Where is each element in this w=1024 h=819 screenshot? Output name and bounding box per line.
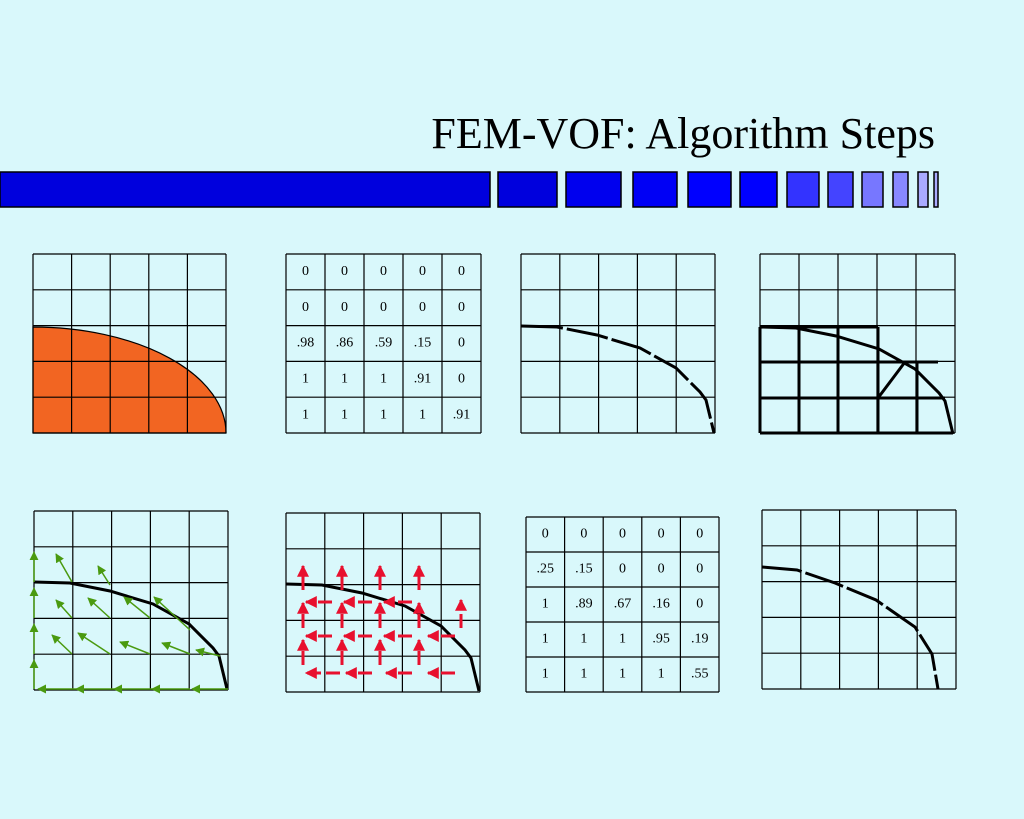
velocity-arrow [195, 647, 221, 657]
table-cell: .91 [453, 407, 471, 422]
table-cell: 1 [580, 667, 587, 682]
grid [520, 253, 716, 434]
table-cell: 1 [302, 372, 309, 387]
table-cell: 0 [658, 562, 665, 577]
table-cell: 1 [542, 597, 549, 612]
diagrams: 0 0 0 0 0 0 0 0 0 0 .98 .86 .59 .15 0 1 1 1 .91 0 1 1 1 1 .91 0 0 0… [29, 253, 957, 694]
table-cell: 0 [458, 300, 465, 315]
velocity-arrow [153, 596, 191, 631]
table-cell: .19 [691, 632, 709, 647]
table-cell: 0 [580, 527, 587, 542]
table-cell: 0 [419, 264, 426, 279]
gradient-arrows [297, 564, 467, 679]
table-cell: 0 [458, 372, 465, 387]
table-cell: .55 [691, 667, 709, 682]
table-cell: 0 [341, 300, 348, 315]
velocity-arrow [123, 596, 151, 619]
table-cell: .91 [414, 372, 432, 387]
table-cell: 0 [302, 300, 309, 315]
interface-line [520, 324, 716, 434]
grid [32, 253, 227, 434]
velocity-arrows [29, 551, 228, 694]
table-cell: 0 [458, 336, 465, 351]
bar-block [632, 171, 678, 208]
grid [285, 253, 482, 434]
table-cell: 0 [542, 527, 549, 542]
title-bar [0, 171, 939, 208]
bar-block [565, 171, 622, 208]
table-cell: 1 [619, 667, 626, 682]
table-cell: 0 [419, 300, 426, 315]
interface-line [759, 325, 955, 435]
bar-block [933, 171, 939, 208]
slide-title: FEM-VOF: Algorithm Steps [431, 109, 935, 158]
table-cell: 1 [380, 407, 387, 422]
table-cell: 1 [619, 632, 626, 647]
velocity-arrow [55, 599, 73, 619]
velocity-arrow [51, 634, 73, 655]
table-cell: 0 [619, 527, 626, 542]
bold-cells [758, 325, 953, 435]
velocity-arrow [161, 641, 191, 655]
table-cell: 0 [380, 300, 387, 315]
bar-block [786, 171, 820, 208]
grid [525, 516, 720, 693]
bar-block [917, 171, 929, 208]
velocity-arrow [77, 632, 111, 655]
bar-block [861, 171, 884, 208]
table-cell: .16 [652, 597, 670, 612]
interface-line [285, 582, 481, 692]
table-cell: 1 [341, 372, 348, 387]
table-cell: 0 [302, 264, 309, 279]
table-cell: .15 [414, 336, 432, 351]
table-cell: 1 [380, 372, 387, 387]
table-cell: 1 [302, 407, 309, 422]
velocity-arrow [119, 640, 151, 655]
table-cell: 1 [341, 407, 348, 422]
interface-line [761, 565, 940, 690]
table-cell: 0 [696, 562, 703, 577]
velocity-arrow [55, 553, 73, 583]
bar-block [687, 171, 732, 208]
table-cell: .89 [575, 597, 593, 612]
bar-block [739, 171, 778, 208]
table-cell: .59 [375, 336, 393, 351]
table-cell: 0 [696, 527, 703, 542]
table-cell: .98 [297, 336, 315, 351]
table-cell: 0 [458, 264, 465, 279]
bar-block [0, 171, 491, 208]
table-cell: .95 [652, 632, 670, 647]
filled-region [32, 326, 227, 434]
table-cell: .25 [537, 562, 555, 577]
table-cell: 0 [619, 562, 626, 577]
table-cell: 1 [542, 667, 549, 682]
interface-line [33, 580, 229, 690]
table-cell: 0 [696, 597, 703, 612]
table-cell: .15 [575, 562, 593, 577]
bar-block [892, 171, 909, 208]
table-cell: 1 [658, 667, 665, 682]
velocity-arrow [87, 597, 111, 619]
table-cell: 1 [419, 407, 426, 422]
grid [761, 509, 957, 690]
velocity-arrow [97, 565, 111, 586]
bar-block [827, 171, 854, 208]
table-cell: .67 [614, 597, 632, 612]
table-cell: 1 [542, 632, 549, 647]
table-cell: 0 [341, 264, 348, 279]
table-cell: .86 [336, 336, 354, 351]
table-cell: 1 [580, 632, 587, 647]
bar-block [497, 171, 558, 208]
bold-line [876, 361, 907, 399]
table-cell: 0 [380, 264, 387, 279]
table-cell: 0 [658, 527, 665, 542]
